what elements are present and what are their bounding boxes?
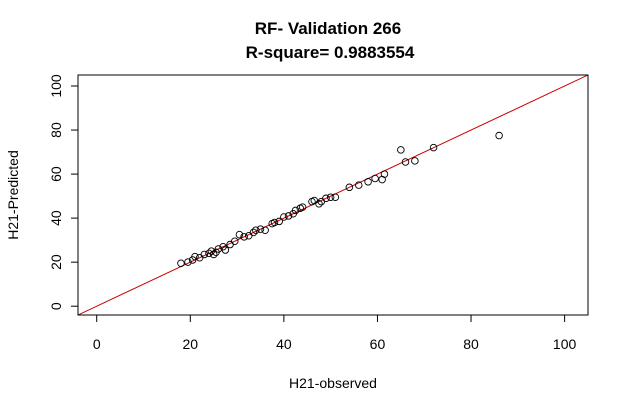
y-tick-label: 100 xyxy=(48,74,64,98)
data-point xyxy=(221,246,230,254)
x-tick-label: 40 xyxy=(276,336,292,352)
data-point xyxy=(235,230,244,239)
data-point xyxy=(429,143,438,152)
data-point xyxy=(326,193,335,201)
data-point xyxy=(495,131,503,140)
data-point xyxy=(315,200,323,208)
chart-subtitle: R-square= 0.9883554 xyxy=(246,43,415,62)
y-tick-label: 0 xyxy=(48,302,64,310)
data-point xyxy=(364,178,372,186)
data-point xyxy=(261,226,269,234)
data-point xyxy=(214,245,223,253)
data-point xyxy=(240,233,248,241)
y-tick-label: 40 xyxy=(48,210,64,226)
x-axis-label: H21-observed xyxy=(289,375,377,391)
data-point xyxy=(256,225,265,233)
data-point xyxy=(252,226,260,234)
data-point xyxy=(205,249,213,258)
data-point xyxy=(401,158,410,166)
data-point xyxy=(411,157,419,165)
y-tick-label: 80 xyxy=(48,122,64,138)
x-tick-label: 80 xyxy=(463,336,479,352)
data-point xyxy=(322,194,330,203)
data-point xyxy=(191,252,199,261)
x-tick-label: 20 xyxy=(183,336,199,352)
y-axis-label: H21-Predicted xyxy=(5,150,21,240)
data-point xyxy=(200,250,209,259)
data-point xyxy=(354,181,363,189)
data-point xyxy=(270,218,279,227)
data-point xyxy=(249,228,258,237)
chart-title: RF- Validation 266 xyxy=(255,19,401,38)
y-tick-label: 60 xyxy=(48,166,64,182)
data-point xyxy=(345,183,354,192)
data-point xyxy=(371,174,379,183)
x-tick-label: 100 xyxy=(553,336,577,352)
data-point xyxy=(184,258,192,266)
data-point xyxy=(177,259,185,268)
y-tick-label: 20 xyxy=(48,254,64,270)
data-point xyxy=(275,217,283,226)
data-point xyxy=(298,203,307,211)
data-point xyxy=(284,212,293,220)
x-tick-label: 60 xyxy=(370,336,386,352)
y-axis: 0 20 40 60 80 100 xyxy=(48,74,79,310)
data-points xyxy=(177,131,503,268)
data-point xyxy=(230,237,239,245)
data-point xyxy=(331,193,340,201)
x-tick-label: 0 xyxy=(93,336,101,352)
data-point xyxy=(291,206,300,215)
data-point xyxy=(280,213,288,221)
data-point xyxy=(397,146,405,154)
data-point xyxy=(380,170,389,178)
x-axis: 0 20 40 60 80 100 xyxy=(93,314,577,352)
data-point xyxy=(209,250,218,259)
data-point xyxy=(310,196,319,205)
